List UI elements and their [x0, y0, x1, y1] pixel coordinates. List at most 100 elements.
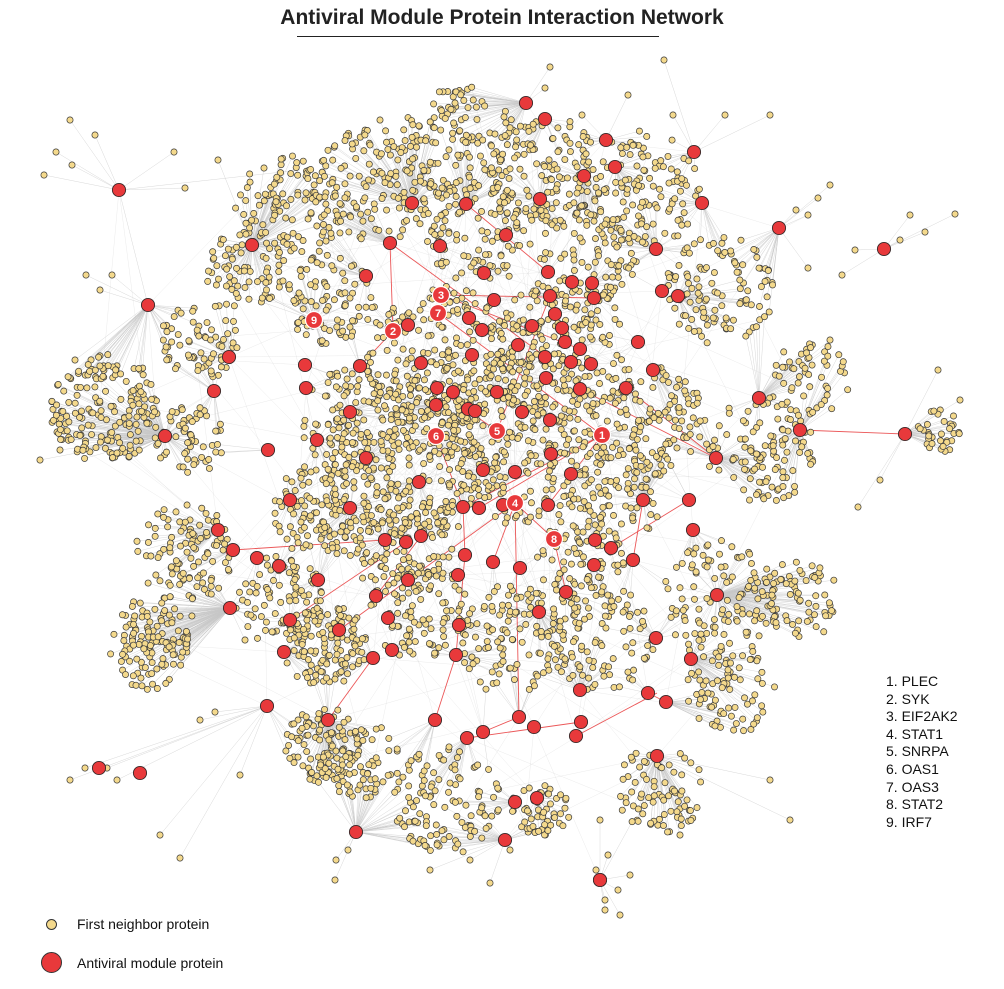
- neighbor-edge: [731, 227, 780, 255]
- neighbor-edge: [88, 424, 166, 437]
- neighbor-edge: [599, 821, 633, 881]
- neighbor-edge: [758, 316, 765, 399]
- neighbor-edge: [179, 345, 269, 451]
- neighbor-edge: [476, 102, 527, 120]
- neighbor-edge: [56, 414, 166, 437]
- neighbor-edge: [102, 304, 149, 369]
- neighbor-edge: [348, 231, 391, 244]
- neighbor-edge: [509, 168, 541, 200]
- neighbor-edge: [318, 782, 357, 833]
- neighbor-edge: [337, 611, 540, 639]
- neighbor-edge: [761, 227, 780, 287]
- neighbor-edge: [766, 227, 780, 297]
- neighbor-edge: [711, 397, 760, 448]
- neighbor-edge: [251, 218, 309, 246]
- neighbor-edge: [305, 387, 336, 630]
- neighbor-edge: [454, 102, 527, 126]
- neighbor-edge: [514, 157, 541, 200]
- neighbor-edge: [388, 719, 436, 739]
- neighbor-edge: [67, 304, 149, 377]
- neighbor-edge: [445, 102, 527, 119]
- neighbor-edge: [389, 187, 476, 244]
- neighbor-edge: [217, 444, 269, 451]
- neighbor-edge: [229, 360, 306, 366]
- neighbor-edge: [794, 429, 801, 493]
- neighbor-edge: [251, 219, 293, 246]
- neighbor-edge: [98, 304, 149, 358]
- neighbor-edge: [745, 336, 760, 399]
- neighbor-edge: [632, 559, 669, 590]
- neighbor-edge: [147, 304, 166, 352]
- neighbor-edge: [544, 118, 722, 306]
- neighbor-edge: [514, 315, 686, 504]
- neighbor-edge: [251, 155, 293, 246]
- neighbor-edge: [302, 719, 329, 766]
- neighbor-edge: [365, 164, 544, 277]
- neighbor-edge: [147, 304, 193, 312]
- neighbor-edge: [228, 356, 282, 507]
- neighbor-edge: [701, 202, 710, 246]
- neighbor-edge: [261, 301, 315, 321]
- neighbor-edge: [343, 608, 468, 739]
- neighbor-edge: [401, 147, 413, 204]
- neighbor-edge: [758, 227, 780, 269]
- neighbor-edge: [86, 387, 166, 437]
- title-underline: [297, 36, 659, 37]
- neighbor-edge: [496, 430, 744, 491]
- neighbor-edge: [311, 719, 329, 773]
- neighbor-edge: [338, 217, 391, 244]
- neighbor-edge: [265, 232, 318, 441]
- neighbor-edge: [310, 435, 437, 651]
- neighbor-edge: [393, 146, 413, 204]
- neighbor-edge: [328, 227, 367, 277]
- neighbor-edge: [716, 568, 767, 596]
- neighbor-edge: [677, 295, 747, 300]
- neighbor-edge: [175, 368, 215, 392]
- neighbor-edge: [715, 457, 767, 482]
- neighbor-edge: [147, 304, 194, 323]
- neighbor-edge: [164, 435, 202, 458]
- neighbor-edge: [467, 89, 527, 104]
- neighbor-edge: [390, 154, 413, 204]
- neighbor-edge: [355, 831, 414, 842]
- neighbor-edge: [138, 304, 149, 369]
- neighbor-edge: [112, 304, 149, 368]
- neighbor-edge: [466, 102, 527, 136]
- neighbor-edge: [68, 402, 166, 437]
- neighbor-edge: [752, 327, 760, 399]
- neighbor-edge: [506, 171, 541, 200]
- neighbor-edge: [142, 304, 149, 369]
- neighbor-edge: [730, 227, 780, 252]
- neighbor-edge: [115, 304, 149, 375]
- neighbor-edge: [448, 149, 467, 205]
- neighbor-edge: [734, 227, 780, 263]
- neighbor-edge: [756, 326, 760, 399]
- neighbor-edge: [266, 705, 287, 752]
- neighbor-edge: [319, 526, 329, 721]
- neighbor-edge: [107, 304, 149, 355]
- neighbor-edge: [716, 557, 738, 596]
- neighbor-edge: [183, 549, 234, 574]
- neighbor-edge: [716, 557, 740, 596]
- neighbor-edge: [459, 90, 527, 104]
- neighbor-edge: [716, 594, 760, 637]
- neighbor-edge: [575, 610, 757, 737]
- neighbor-edge: [656, 621, 774, 757]
- neighbor-edge: [659, 188, 703, 204]
- neighbor-edge: [115, 304, 149, 371]
- neighbor-edge: [614, 166, 643, 203]
- neighbor-edge: [251, 244, 284, 282]
- neighbor-edge: [642, 446, 714, 501]
- neighbor-edge: [359, 502, 516, 661]
- neighbor-edge: [337, 214, 391, 244]
- neighbor-edge: [743, 227, 780, 284]
- neighbor-edge: [623, 217, 657, 250]
- neighbor-edge: [133, 304, 149, 369]
- neighbor-edge: [314, 719, 329, 781]
- neighbor-edge: [782, 429, 801, 472]
- neighbor-edge: [459, 102, 527, 131]
- neighbor-edge: [460, 94, 527, 104]
- neighbor-edge: [79, 417, 166, 437]
- neighbor-edge: [410, 146, 439, 314]
- neighbor-edge: [218, 244, 253, 280]
